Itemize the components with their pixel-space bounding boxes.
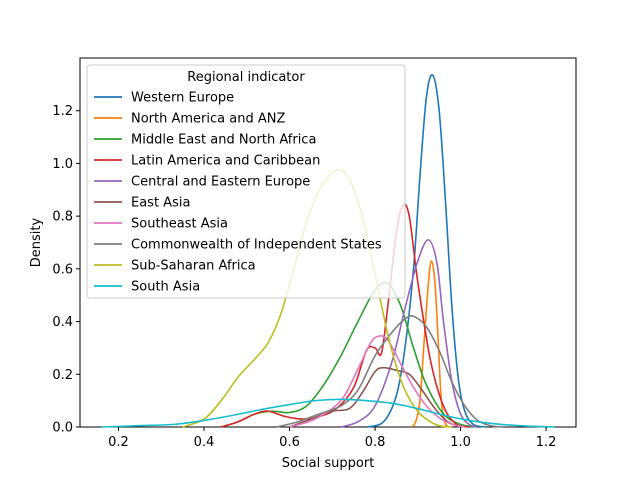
y-tick-label: 0.6 (52, 262, 73, 277)
y-tick-label: 1.0 (52, 157, 73, 172)
series-line-latin-america-and-caribbean (220, 203, 470, 428)
series-line-south-asia (101, 398, 555, 428)
legend-label-latin-america-and-caribbean: Latin America and Caribbean (131, 154, 320, 169)
legend-title: Regional indicator (187, 70, 305, 85)
legend-label-sub-saharan-africa: Sub-Saharan Africa (131, 259, 256, 274)
legend-label-east-asia: East Asia (131, 196, 190, 211)
legend-items: Western Europe North America and ANZ Middl… (94, 91, 382, 295)
legend-label-southeast-asia: Southeast Asia (131, 217, 228, 232)
legend-label-middle-east-and-north-africa: Middle East and North Africa (131, 133, 316, 148)
legend-label-commonwealth-of-independent-states: Commonwealth of Independent States (131, 238, 382, 253)
legend-box (86, 64, 406, 299)
y-tick-label: 0.0 (52, 421, 73, 436)
plot-frame (79, 57, 577, 428)
series-line-commonwealth-of-independent-states (276, 314, 504, 428)
x-axis: 0.2 0.4 0.6 0.8 1.0 1.2 (108, 427, 556, 450)
legend-label-south-asia: South Asia (131, 280, 200, 295)
x-tick-label: 0.2 (108, 435, 129, 450)
y-tick-label: 0.4 (52, 315, 73, 330)
y-tick-label: 1.2 (52, 104, 73, 119)
series-line-central-and-eastern-europe (340, 239, 478, 428)
series-line-north-america-and-anz (410, 260, 451, 428)
x-tick-label: 0.4 (194, 435, 215, 450)
y-axis-label: Density (29, 217, 44, 267)
y-tick-label: 0.2 (52, 368, 73, 383)
legend-label-north-america-and-anz: North America and ANZ (131, 112, 285, 127)
y-axis: 0.0 0.2 0.4 0.6 0.8 1.0 1.2 (52, 104, 80, 436)
x-axis-label: Social support (282, 456, 375, 471)
legend-label-western-europe: Western Europe (131, 91, 234, 106)
legend: Regional indicator Western Europe North A… (86, 64, 406, 299)
x-tick-label: 0.8 (365, 435, 386, 450)
legend-label-central-and-eastern-europe: Central and Eastern Europe (131, 175, 310, 190)
y-tick-label: 0.8 (52, 210, 73, 225)
series-line-east-asia (289, 366, 461, 428)
x-tick-label: 1.2 (536, 435, 557, 450)
x-tick-label: 0.6 (279, 435, 300, 450)
series-line-southeast-asia (289, 335, 465, 428)
x-tick-label: 1.0 (450, 435, 471, 450)
